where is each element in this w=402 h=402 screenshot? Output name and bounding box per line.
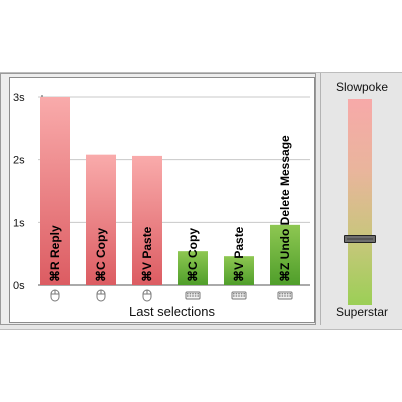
bar-label: ⌘V Paste bbox=[140, 226, 154, 282]
keyboard-icon bbox=[231, 291, 247, 300]
mouse-icon bbox=[142, 289, 152, 302]
x-axis-label: Last selections bbox=[129, 304, 215, 319]
bar-label: ⌘C Copy bbox=[94, 228, 108, 282]
slider-bottom-label: Superstar bbox=[335, 305, 389, 319]
bar[interactable] bbox=[40, 97, 70, 285]
bar[interactable] bbox=[132, 155, 162, 285]
mouse-icon bbox=[50, 289, 60, 302]
chart-frame: 0s 1s 2s 3s ⌘R Reply ⌘C Copy ⌘V Paste ⌘C Copy ⌘… bbox=[9, 77, 315, 323]
keyboard-icon bbox=[185, 291, 201, 300]
performance-widget: 0s 1s 2s 3s ⌘R Reply ⌘C Copy ⌘V Paste ⌘C Copy ⌘… bbox=[0, 72, 402, 330]
y-tick-label: 0s bbox=[13, 280, 25, 292]
speed-slider-thumb[interactable] bbox=[344, 235, 376, 244]
bar-label: ⌘V Paste bbox=[232, 226, 246, 282]
bar[interactable] bbox=[178, 251, 208, 285]
bar[interactable] bbox=[224, 256, 254, 285]
slider-top-label: Slowpoke bbox=[335, 80, 389, 94]
bar-label: ⌘R Reply bbox=[48, 225, 62, 282]
bar[interactable] bbox=[86, 154, 116, 285]
bar-label: ⌘C Copy bbox=[186, 228, 200, 282]
chart-panel: 0s 1s 2s 3s ⌘R Reply ⌘C Copy ⌘V Paste ⌘C Copy ⌘… bbox=[0, 73, 316, 325]
y-tick-label: 2s bbox=[13, 155, 25, 167]
y-tick-label: 1s bbox=[13, 217, 25, 229]
mouse-icon bbox=[96, 289, 106, 302]
bar-chart: 0s 1s 2s 3s ⌘R Reply ⌘C Copy ⌘V Paste ⌘C Copy ⌘… bbox=[13, 92, 310, 319]
y-tick-label: 3s bbox=[13, 92, 25, 104]
bar[interactable] bbox=[270, 224, 300, 285]
speed-slider-panel: Slowpoke Superstar bbox=[322, 73, 402, 325]
keyboard-icon bbox=[277, 291, 293, 300]
bar-label: ⌘Z Undo Delete Message bbox=[278, 135, 292, 282]
speed-slider-track[interactable] bbox=[348, 99, 372, 305]
panel-divider bbox=[320, 73, 321, 325]
